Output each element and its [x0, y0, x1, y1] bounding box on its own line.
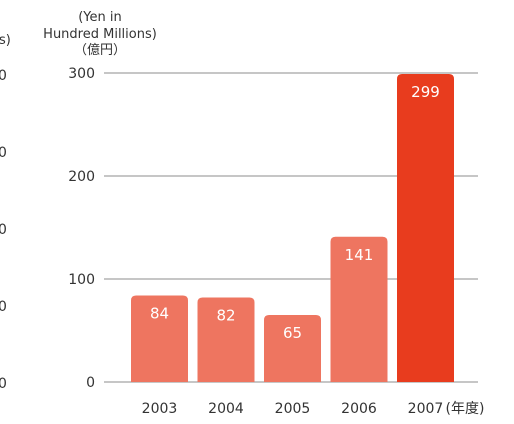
x-axis-categories: 2003 2004 2005 2006 2007 (年度) [142, 401, 485, 417]
value-label-2007: 299 [411, 83, 440, 101]
y-axis-ticks: 0 100 200 300 [68, 66, 95, 391]
fiscal-year-suffix: (年度) [446, 401, 485, 417]
category-label-2004: 2004 [208, 401, 244, 417]
y-tick-label-200: 200 [68, 169, 95, 185]
bars [131, 74, 454, 382]
left-fragment-tick-2: 0 [0, 145, 7, 161]
unit-label-line-2: Hundred Millions) [43, 27, 157, 42]
left-fragment-top-label: s) [0, 33, 11, 48]
value-label-2006: 141 [345, 246, 374, 264]
y-tick-label-100: 100 [68, 272, 95, 288]
value-labels: 84 82 65 141 299 [150, 83, 440, 342]
bar-2005 [264, 315, 321, 382]
category-label-2006: 2006 [341, 401, 377, 417]
y-tick-label-0: 0 [86, 375, 95, 391]
bar-2004 [197, 297, 255, 382]
value-label-2004: 82 [216, 307, 235, 325]
bar-2007 [397, 74, 454, 382]
unit-label-line-1: (Yen in [78, 10, 122, 25]
left-fragment-tick-4: 0 [0, 299, 7, 315]
value-label-2003: 84 [150, 304, 169, 322]
left-fragment-tick-1: 0 [0, 68, 7, 84]
bar-2003 [131, 295, 188, 382]
category-label-2007: 2007 [408, 401, 444, 417]
left-fragment-tick-5: 0 [0, 376, 7, 392]
category-label-2005: 2005 [275, 401, 311, 417]
left-fragment-tick-3: 0 [0, 222, 7, 238]
bar-2006 [330, 236, 388, 382]
y-tick-label-300: 300 [68, 66, 95, 82]
value-label-2005: 65 [283, 324, 302, 342]
unit-label-ja: （億円） [74, 42, 126, 58]
category-label-2003: 2003 [142, 401, 178, 417]
